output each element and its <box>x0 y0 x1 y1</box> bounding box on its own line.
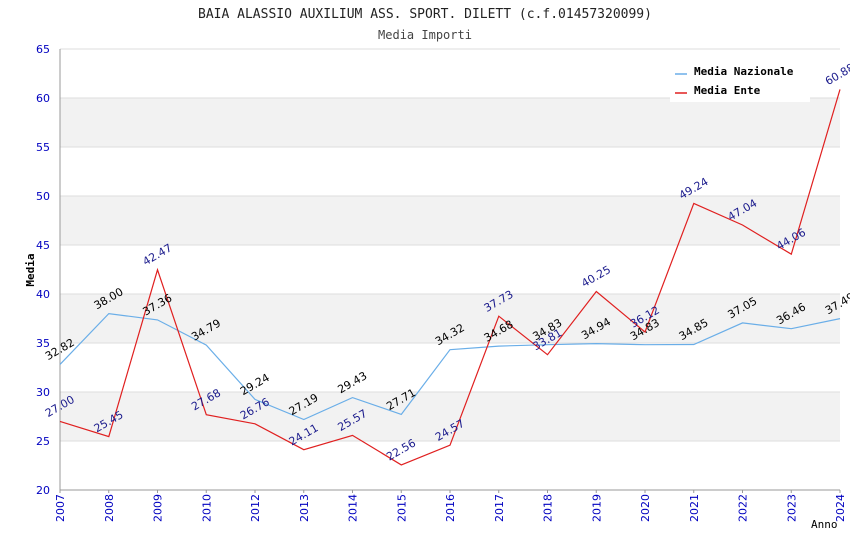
legend-label-media-ente: Media Ente <box>694 84 761 97</box>
y-tick-60: 60 <box>36 92 50 105</box>
x-tick-2021: 2021 <box>688 494 701 522</box>
y-tick-45: 45 <box>36 239 50 252</box>
y-tick-55: 55 <box>36 141 50 154</box>
band-55-60 <box>60 98 840 147</box>
y-tick-25: 25 <box>36 435 50 448</box>
y-axis-label: Media <box>24 253 37 286</box>
x-tick-2023: 2023 <box>785 494 798 522</box>
x-tick-2022: 2022 <box>737 494 750 522</box>
x-tick-2019: 2019 <box>590 494 603 522</box>
y-tick-30: 30 <box>36 386 50 399</box>
band-25-30 <box>60 392 840 441</box>
y-tick-20: 20 <box>36 484 50 497</box>
chart-title: BAIA ALASSIO AUXILIUM ASS. SPORT. DILETT… <box>198 7 652 22</box>
x-tick-2007: 2007 <box>54 494 67 522</box>
series-line-media-nazionale <box>59 312 841 421</box>
data-label-media-ente-2024: 60.88 <box>823 61 850 88</box>
y-tick-65: 65 <box>36 43 50 56</box>
x-tick-2017: 2017 <box>493 494 506 522</box>
x-tick-2012: 2012 <box>249 494 262 522</box>
x-tick-labels: 2007 2008 2009 2010 2012 2013 2014 2015 2016 2017… <box>54 490 847 522</box>
band-35-40 <box>60 294 840 343</box>
series-lines <box>59 89 841 466</box>
x-tick-2024: 2024 <box>834 494 847 522</box>
series-line-media-ente <box>59 89 841 466</box>
band-45-50 <box>60 196 840 245</box>
data-label-media-ente-2019: 40.25 <box>579 263 613 290</box>
x-tick-2018: 2018 <box>542 494 555 522</box>
x-tick-2009: 2009 <box>152 494 165 522</box>
x-tick-2016: 2016 <box>444 494 457 522</box>
x-tick-2015: 2015 <box>395 494 408 522</box>
background-bands <box>60 98 840 441</box>
x-tick-2013: 2013 <box>298 494 311 522</box>
x-tick-2010: 2010 <box>200 494 213 522</box>
y-tick-35: 35 <box>36 337 50 350</box>
legend-label-media-nazionale: Media Nazionale <box>694 65 794 78</box>
y-tick-labels: 20 25 30 35 40 45 50 55 60 65 <box>36 43 50 497</box>
x-tick-2014: 2014 <box>347 494 360 522</box>
x-axis-label: Anno <box>811 518 838 531</box>
x-tick-2008: 2008 <box>103 494 116 522</box>
y-tick-50: 50 <box>36 190 50 203</box>
y-tick-40: 40 <box>36 288 50 301</box>
chart-subtitle: Media Importi <box>378 28 472 42</box>
legend-box <box>670 60 810 102</box>
legend: Media Nazionale Media Ente <box>670 60 810 102</box>
x-tick-2020: 2020 <box>639 494 652 522</box>
gridlines <box>60 48 840 491</box>
